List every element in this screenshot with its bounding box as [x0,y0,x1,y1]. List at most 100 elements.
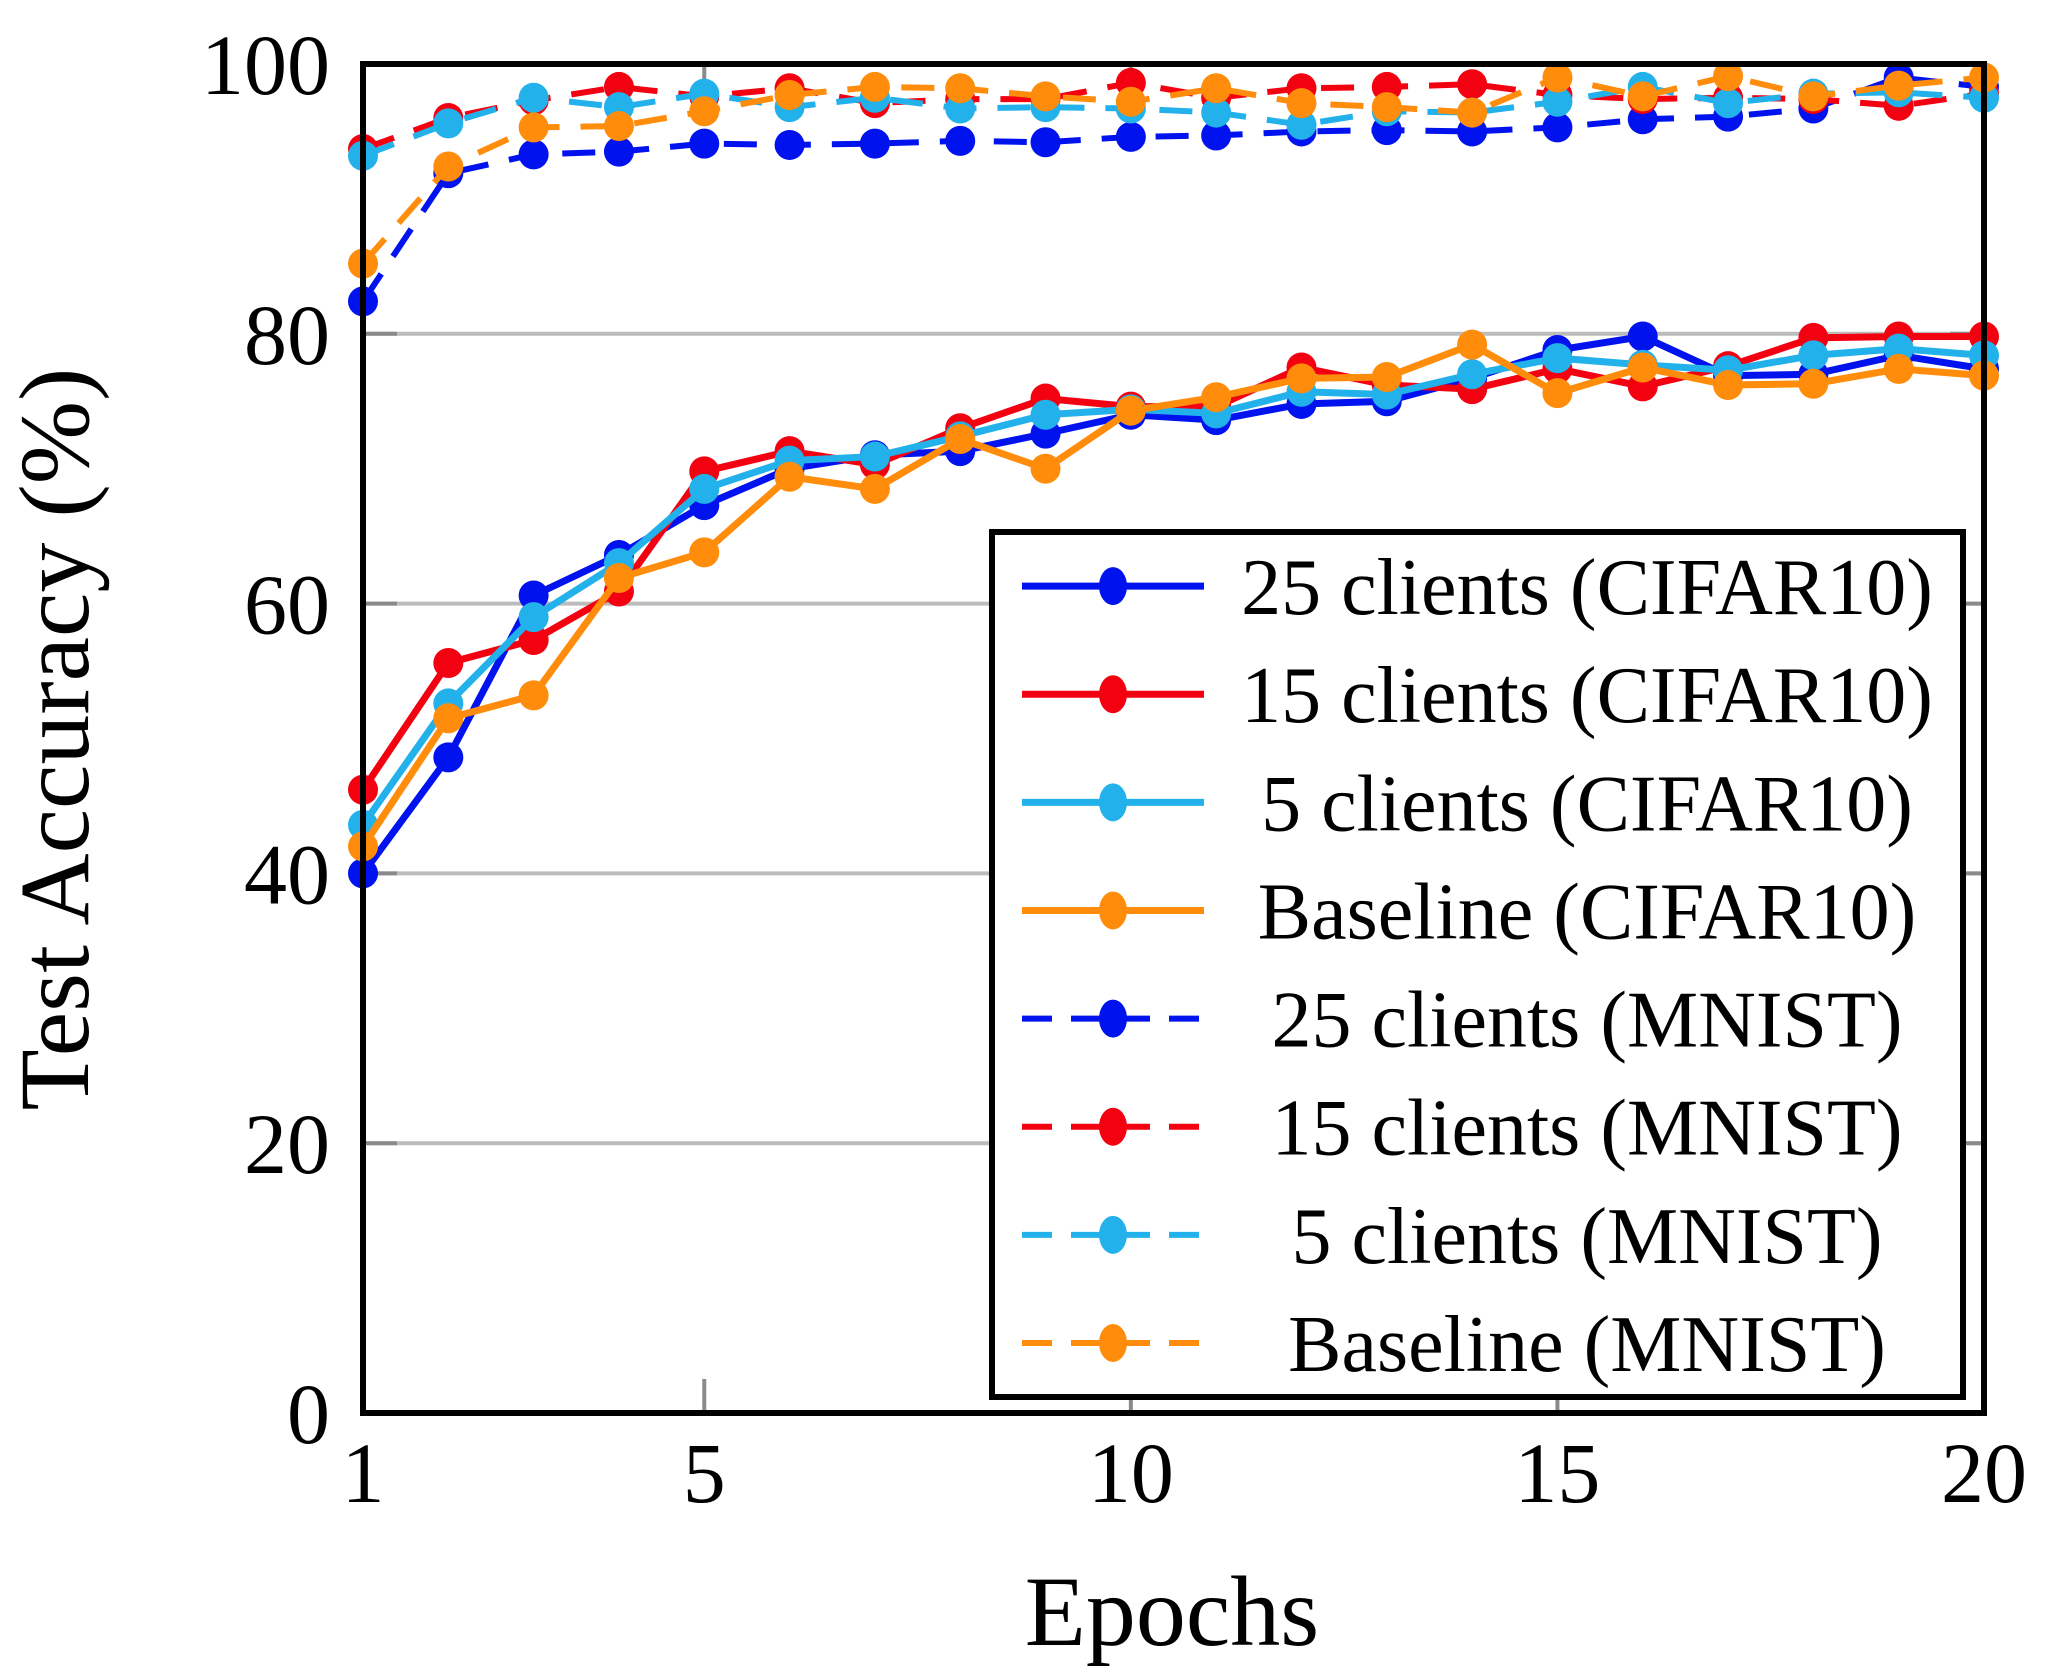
data-point [1542,62,1573,93]
data-point [1798,81,1829,112]
data-point [1713,88,1744,119]
data-point [1030,399,1061,430]
data-point [1798,368,1829,399]
data-point [1542,86,1573,117]
series-baseline-cifar10 [348,329,1999,862]
data-point [1542,378,1573,409]
data-point [1371,92,1402,123]
data-point [433,742,464,773]
legend-box: 25 clients (CIFAR10) 15 clients (CIFAR10)… [989,529,1966,1400]
data-point [1713,61,1744,92]
data-point [603,136,634,167]
data-point [1457,97,1488,128]
legend-entry: 15 clients (CIFAR10) [1022,652,1933,740]
x-axis-label: Epochs [1025,1556,1319,1667]
legend-label: 15 clients (CIFAR10) [1241,652,1933,740]
legend-marker [1099,675,1127,714]
legend-entry: Baseline (CIFAR10) [1022,868,1916,956]
data-point [518,602,549,633]
legend-entry: 25 clients (CIFAR10) [1022,544,1933,632]
data-point [603,111,634,142]
plot-border [360,61,1987,1416]
data-point [1030,81,1061,112]
legend-label: 5 clients (CIFAR10) [1261,760,1913,848]
data-point [774,80,805,111]
data-point [1457,69,1488,100]
legend-label: Baseline (MNIST) [1288,1301,1886,1389]
data-point [1286,363,1317,394]
data-point [1286,109,1317,140]
data-point [518,112,549,143]
data-point [1030,127,1061,158]
data-point [689,537,720,568]
legend-label: 15 clients (MNIST) [1271,1085,1902,1173]
data-point [774,129,805,160]
legend-marker [1099,999,1127,1038]
data-point [433,108,464,139]
data-point [1371,361,1402,392]
data-point [859,441,890,472]
data-point [689,473,720,504]
data-point [433,647,464,678]
x-tick-label: 5 [683,1425,726,1521]
x-tick-label: 10 [1088,1425,1174,1521]
legend-label: 25 clients (CIFAR10) [1241,544,1933,632]
y-tick-label: 40 [244,826,330,922]
legend-marker [1099,783,1127,822]
y-tick-label: 80 [244,287,330,383]
data-point [518,580,549,611]
data-point [1713,370,1744,401]
data-point [518,680,549,711]
data-point [1115,395,1146,426]
data-point [945,125,976,156]
y-tick-label: 0 [287,1366,330,1462]
legend-entry: 5 clients (CIFAR10) [1022,760,1913,848]
series-baseline-mnist [348,61,1999,279]
x-tick-label: 15 [1514,1425,1600,1521]
y-tick-label: 20 [244,1096,330,1192]
legend-marker [1099,567,1127,606]
data-point [1542,112,1573,143]
data-point [518,82,549,113]
data-point [433,703,464,734]
data-point [518,625,549,656]
data-point [1201,120,1232,151]
data-point [945,73,976,104]
data-point [859,128,890,159]
legend-entry: 5 clients (MNIST) [1022,1193,1883,1281]
data-point [1201,97,1232,128]
legend-entry: 25 clients (MNIST) [1022,977,1903,1065]
data-point [1627,321,1658,352]
data-point [1627,352,1658,383]
legend-label: 25 clients (MNIST) [1271,977,1902,1065]
x-tick-label: 20 [1941,1425,2027,1521]
y-axis-label: Test Accuracy (%) [0,368,110,1111]
data-point [1457,329,1488,360]
data-point [1883,353,1914,384]
data-point [1457,359,1488,390]
data-point [689,96,720,127]
data-point [603,562,634,593]
x-tick-label: 1 [342,1425,385,1521]
legend-marker [1099,1107,1127,1146]
data-point [1627,81,1658,112]
data-point [518,139,549,170]
legend-label: 5 clients (MNIST) [1291,1193,1882,1281]
data-point [1883,70,1914,101]
y-tick-label: 100 [201,17,330,113]
data-point [1030,453,1061,484]
legend-entry: 15 clients (MNIST) [1022,1085,1903,1173]
data-point [1115,86,1146,117]
data-point [945,424,976,455]
data-point [859,71,890,102]
data-point [433,151,464,182]
data-point [1201,382,1232,413]
legend-marker [1099,1323,1127,1362]
data-point [1286,88,1317,119]
data-point [774,461,805,492]
legend-entry: Baseline (MNIST) [1022,1301,1886,1389]
legend-frame [989,529,1966,1400]
data-point [1542,343,1573,374]
